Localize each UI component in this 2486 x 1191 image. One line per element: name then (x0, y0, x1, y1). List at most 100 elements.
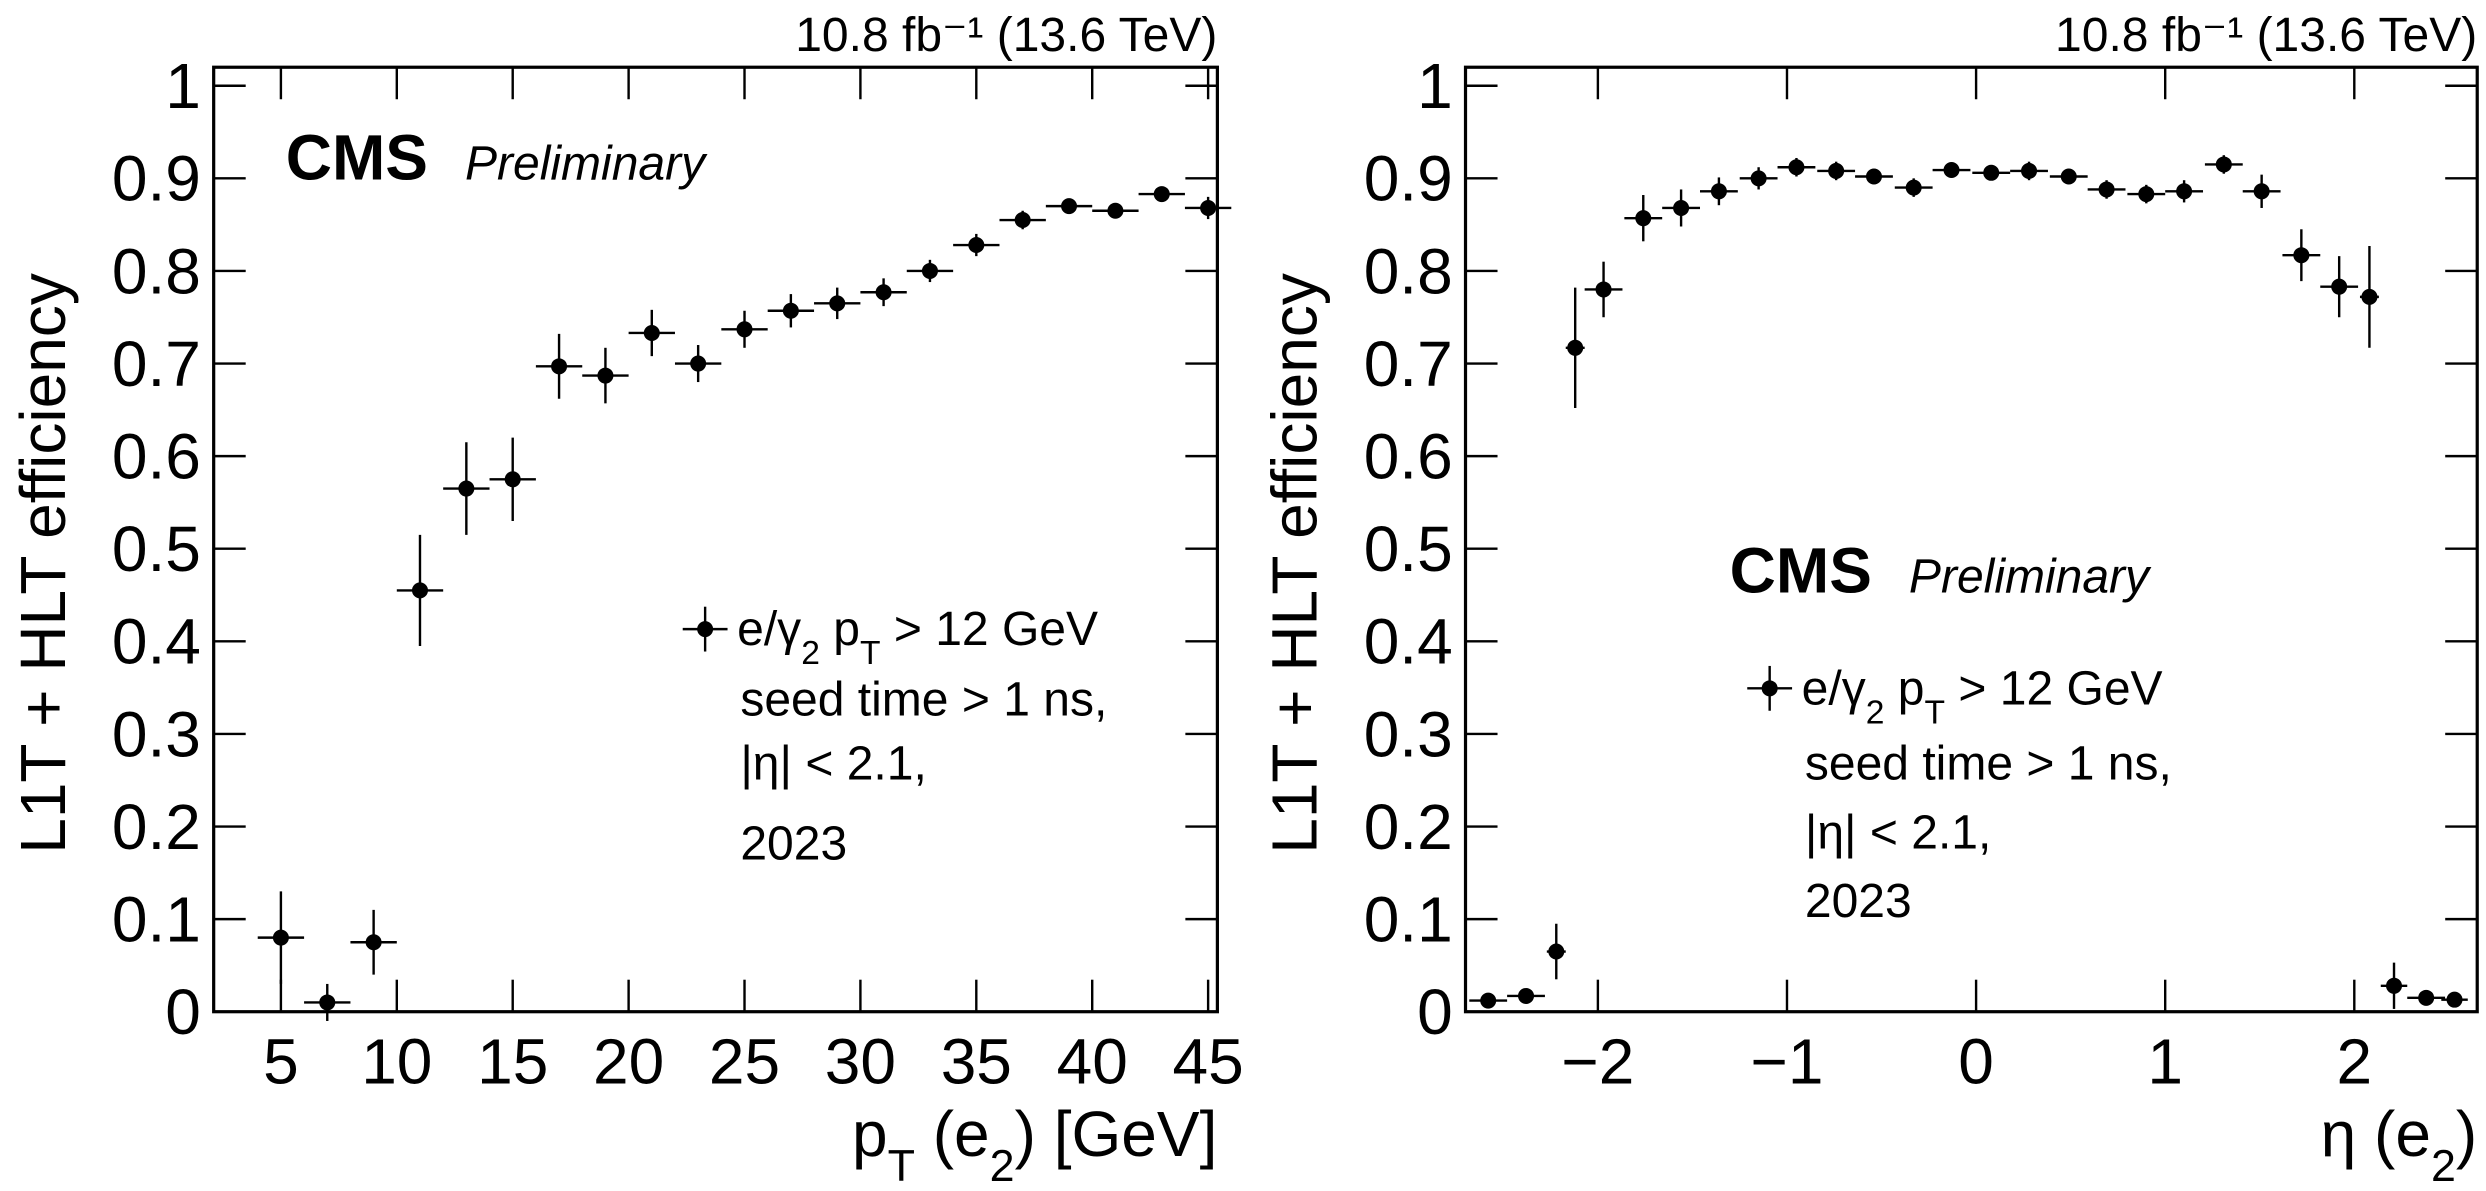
data-point (1014, 212, 1031, 229)
y-tick-label: 1 (1417, 50, 1453, 122)
y-tick-label: 0.6 (112, 421, 201, 493)
text-part: T (860, 635, 881, 672)
data-point (411, 582, 428, 599)
y-axis-label: L1T + HLT efficiency (1259, 273, 1331, 854)
x-tick-label: 20 (593, 1026, 664, 1098)
text-part: p (820, 603, 860, 656)
legend-note: 2023 (1805, 875, 1912, 928)
x-tick-label: 40 (1057, 1026, 1128, 1098)
plot-frame (1463, 65, 2479, 1014)
x-tick-label: 2 (2336, 1026, 2372, 1098)
legend-note: |η| < 2.1, (1805, 806, 1991, 859)
data-point (1905, 179, 1922, 196)
data-point (1750, 170, 1767, 187)
data-point (2176, 183, 2193, 200)
data-point (1518, 987, 1535, 1004)
text-part: e/γ (1802, 662, 1866, 715)
y-axis-label: L1T + HLT efficiency (7, 273, 79, 854)
experiment-label: CMS (286, 121, 428, 193)
data-point (2098, 181, 2115, 198)
x-tick-label: 45 (1173, 1026, 1244, 1098)
y-tick-label: 0 (165, 976, 201, 1048)
data-point (1635, 210, 1652, 227)
text-part: T (888, 1141, 915, 1191)
x-tick-label: −2 (1561, 1026, 1634, 1098)
y-tick-label: 0.3 (1364, 698, 1453, 770)
data-point (1983, 164, 2000, 181)
status-label: Preliminary (465, 137, 708, 190)
x-axis-label: pT (e2) [GeV] (852, 1098, 1217, 1191)
data-point (643, 324, 660, 341)
data-point (365, 934, 382, 951)
legend-marker (1761, 680, 1778, 697)
text-part: η (e (2321, 1098, 2431, 1170)
data-point (921, 262, 938, 279)
y-tick-label: 0.2 (112, 791, 201, 863)
data-point (1865, 168, 1882, 185)
x-tick-label: 25 (709, 1026, 780, 1098)
data-point (2386, 977, 2403, 994)
status-label: Preliminary (1909, 550, 2152, 603)
legend-marker (697, 621, 714, 638)
y-tick-label: 0.9 (112, 143, 201, 215)
x-tick-label: 10 (361, 1026, 432, 1098)
text-part: ) (2456, 1098, 2477, 1170)
data-point (1061, 198, 1078, 215)
data-point (1200, 199, 1217, 216)
x-axis-label: η (e2) (2321, 1098, 2478, 1191)
data-point (272, 929, 289, 946)
text-part: > 12 GeV (1945, 662, 2163, 715)
text-part: e/γ (737, 603, 801, 656)
data-point (2253, 183, 2270, 200)
y-tick-label: 0.4 (1364, 606, 1453, 678)
y-tick-label: 0.9 (1364, 143, 1453, 215)
x-tick-label: −1 (1750, 1026, 1823, 1098)
y-tick-label: 0.8 (112, 235, 201, 307)
data-point (1595, 281, 1612, 298)
legend-note: 2023 (740, 818, 847, 871)
data-point (1710, 183, 1727, 200)
text-part: (e (915, 1098, 990, 1170)
data-point (1943, 162, 1960, 179)
data-point (319, 994, 336, 1011)
data-point (968, 237, 985, 254)
data-point (1828, 162, 1845, 179)
data-point (1673, 199, 1690, 216)
legend-entry: e/γ2 pT > 12 GeV (1802, 662, 2163, 731)
plot-frame (212, 65, 1219, 1014)
data-point (1107, 202, 1124, 219)
data-point (1788, 159, 1805, 176)
data-point (2418, 989, 2435, 1006)
data-point (2138, 186, 2155, 203)
y-tick-label: 0 (1417, 976, 1453, 1048)
data-point (2361, 288, 2378, 305)
data-point (551, 358, 568, 375)
y-tick-label: 0.2 (1364, 791, 1453, 863)
y-tick-label: 0.4 (112, 606, 201, 678)
data-point (829, 295, 846, 312)
text-part: 2 (1866, 694, 1885, 731)
data-point (2021, 162, 2038, 179)
text-part: T (1924, 694, 1945, 731)
data-point (1548, 943, 1565, 960)
y-tick-label: 0.5 (1364, 513, 1453, 585)
data-point (736, 321, 753, 338)
x-tick-label: 35 (941, 1026, 1012, 1098)
data-point (458, 480, 475, 497)
y-tick-label: 0.6 (1364, 421, 1453, 493)
experiment-label: CMS (1730, 534, 1872, 606)
x-tick-label: 5 (263, 1026, 299, 1098)
y-tick-label: 0.7 (112, 328, 201, 400)
text-part: p (852, 1098, 888, 1170)
x-tick-label: 30 (825, 1026, 896, 1098)
data-point (2060, 168, 2077, 185)
chart-panel: 0 0.1 0.2 0.3 0.4 0.5 0.6 0.7 0.8 0.9 1 −2 −1 0 1 2 10.8… (1259, 9, 2479, 1191)
y-tick-label: 0.5 (112, 513, 201, 585)
x-tick-label: 15 (477, 1026, 548, 1098)
x-tick-label: 0 (1958, 1026, 1994, 1098)
data-point (2331, 278, 2348, 295)
data-point (1153, 186, 1170, 203)
lumi-label: 10.8 fb⁻¹ (13.6 TeV) (795, 9, 1217, 62)
data-point (597, 367, 614, 384)
